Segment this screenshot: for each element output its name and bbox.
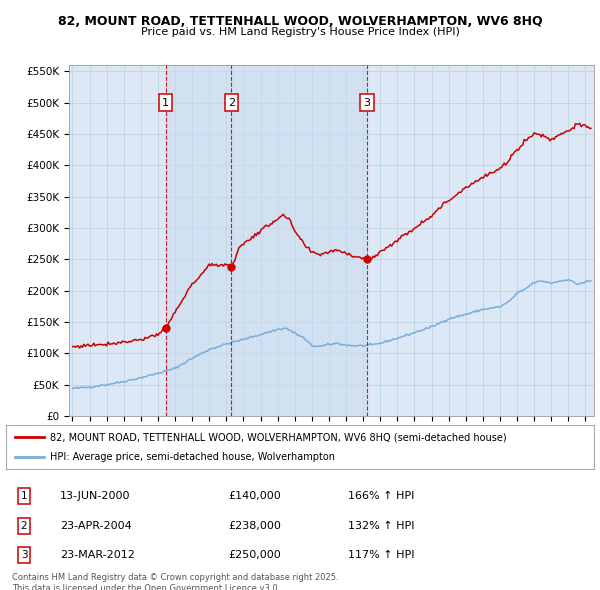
Text: £250,000: £250,000 (228, 550, 281, 560)
Text: 117% ↑ HPI: 117% ↑ HPI (348, 550, 415, 560)
Text: £238,000: £238,000 (228, 521, 281, 530)
Text: 2: 2 (20, 521, 28, 530)
Text: 132% ↑ HPI: 132% ↑ HPI (348, 521, 415, 530)
Text: 82, MOUNT ROAD, TETTENHALL WOOD, WOLVERHAMPTON, WV6 8HQ: 82, MOUNT ROAD, TETTENHALL WOOD, WOLVERH… (58, 15, 542, 28)
Text: 3: 3 (20, 550, 28, 560)
Bar (166, 65, 231, 416)
Text: HPI: Average price, semi-detached house, Wolverhampton: HPI: Average price, semi-detached house,… (50, 452, 335, 461)
Text: 13-JUN-2000: 13-JUN-2000 (60, 491, 131, 501)
Text: 1: 1 (20, 491, 28, 501)
Text: Price paid vs. HM Land Registry's House Price Index (HPI): Price paid vs. HM Land Registry's House … (140, 27, 460, 37)
Text: 1: 1 (162, 97, 169, 107)
Text: 2: 2 (228, 97, 235, 107)
Text: 3: 3 (364, 97, 370, 107)
Text: 166% ↑ HPI: 166% ↑ HPI (348, 491, 415, 501)
Text: £140,000: £140,000 (228, 491, 281, 501)
Bar (231, 65, 367, 416)
Text: Contains HM Land Registry data © Crown copyright and database right 2025.
This d: Contains HM Land Registry data © Crown c… (12, 573, 338, 590)
Text: 23-MAR-2012: 23-MAR-2012 (60, 550, 135, 560)
Text: 82, MOUNT ROAD, TETTENHALL WOOD, WOLVERHAMPTON, WV6 8HQ (semi-detached house): 82, MOUNT ROAD, TETTENHALL WOOD, WOLVERH… (50, 432, 507, 442)
Text: 23-APR-2004: 23-APR-2004 (60, 521, 132, 530)
